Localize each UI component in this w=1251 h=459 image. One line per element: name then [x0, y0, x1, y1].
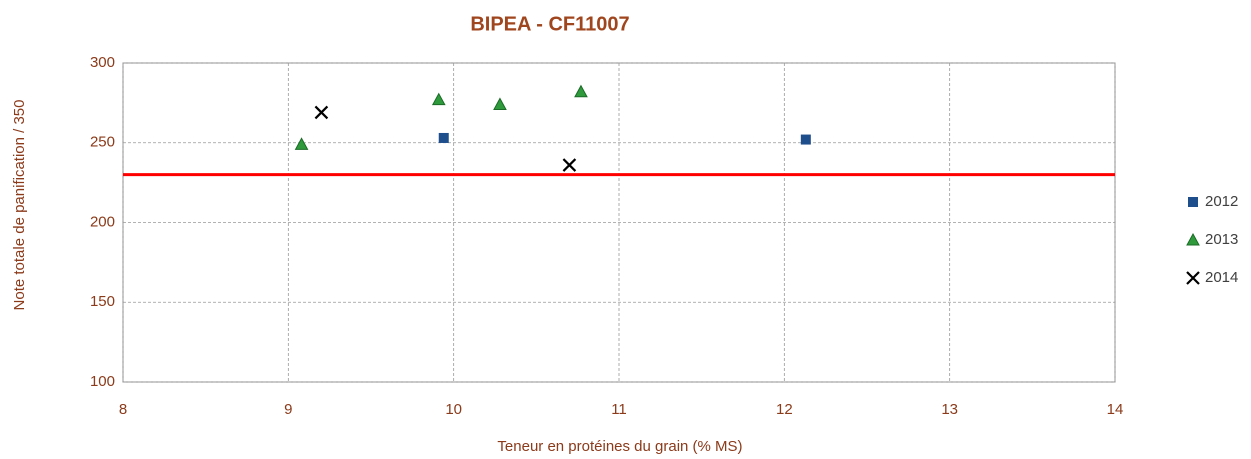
x-tick-label: 8: [119, 401, 127, 418]
legend-label: 2014: [1205, 269, 1238, 286]
legend-marker: [1186, 271, 1200, 285]
point: [800, 134, 811, 145]
point: [493, 97, 507, 110]
point: [574, 84, 588, 98]
x-tick-label: 13: [941, 401, 958, 418]
y-tick-label: 250: [90, 134, 115, 151]
y-tick-label: 150: [90, 293, 115, 310]
y-tick-label: 300: [90, 54, 115, 71]
legend-marker: [1188, 197, 1198, 207]
y-axis-label: Note totale de panification / 350: [11, 100, 28, 311]
x-tick-label: 14: [1107, 401, 1124, 418]
x-tick-label: 11: [611, 401, 627, 418]
y-tick-label: 100: [90, 373, 115, 390]
legend-label: 2012: [1205, 193, 1238, 210]
point: [314, 105, 329, 120]
chart-title: BIPEA - CF11007: [470, 13, 629, 35]
x-tick-label: 10: [445, 401, 462, 418]
x-axis-label: Teneur en protéines du grain (% MS): [497, 438, 742, 455]
x-tick-label: 9: [284, 401, 292, 418]
y-tick-label: 200: [90, 213, 115, 230]
point: [438, 132, 449, 143]
point: [431, 92, 446, 106]
point: [562, 158, 577, 172]
x-tick-label: 12: [776, 401, 793, 418]
legend-marker: [1186, 232, 1200, 246]
point: [294, 137, 309, 150]
legend-label: 2013: [1205, 231, 1238, 248]
